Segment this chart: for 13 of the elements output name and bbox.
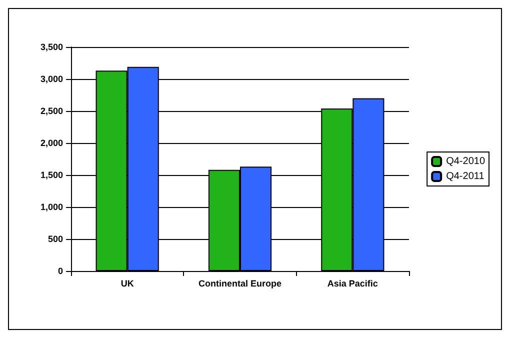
y-tick-label: 2,000 — [40, 138, 63, 148]
x-tick-label: UK — [120, 278, 134, 288]
y-tick-label: 3,000 — [40, 74, 63, 84]
x-tick-label: Asia Pacific — [327, 278, 378, 288]
y-tick-label: 1,500 — [40, 170, 63, 180]
legend-label: Q4-2010 — [446, 156, 486, 167]
y-tick-label: 3,500 — [40, 42, 63, 52]
x-tick-label: Continental Europe — [198, 278, 282, 288]
y-tick-label: 1,000 — [40, 202, 63, 212]
y-tick-label: 2,500 — [40, 106, 63, 116]
y-tick-label: 500 — [48, 234, 63, 244]
y-tick-label: 0 — [58, 266, 63, 276]
legend-label: Q4-2011 — [446, 171, 485, 182]
